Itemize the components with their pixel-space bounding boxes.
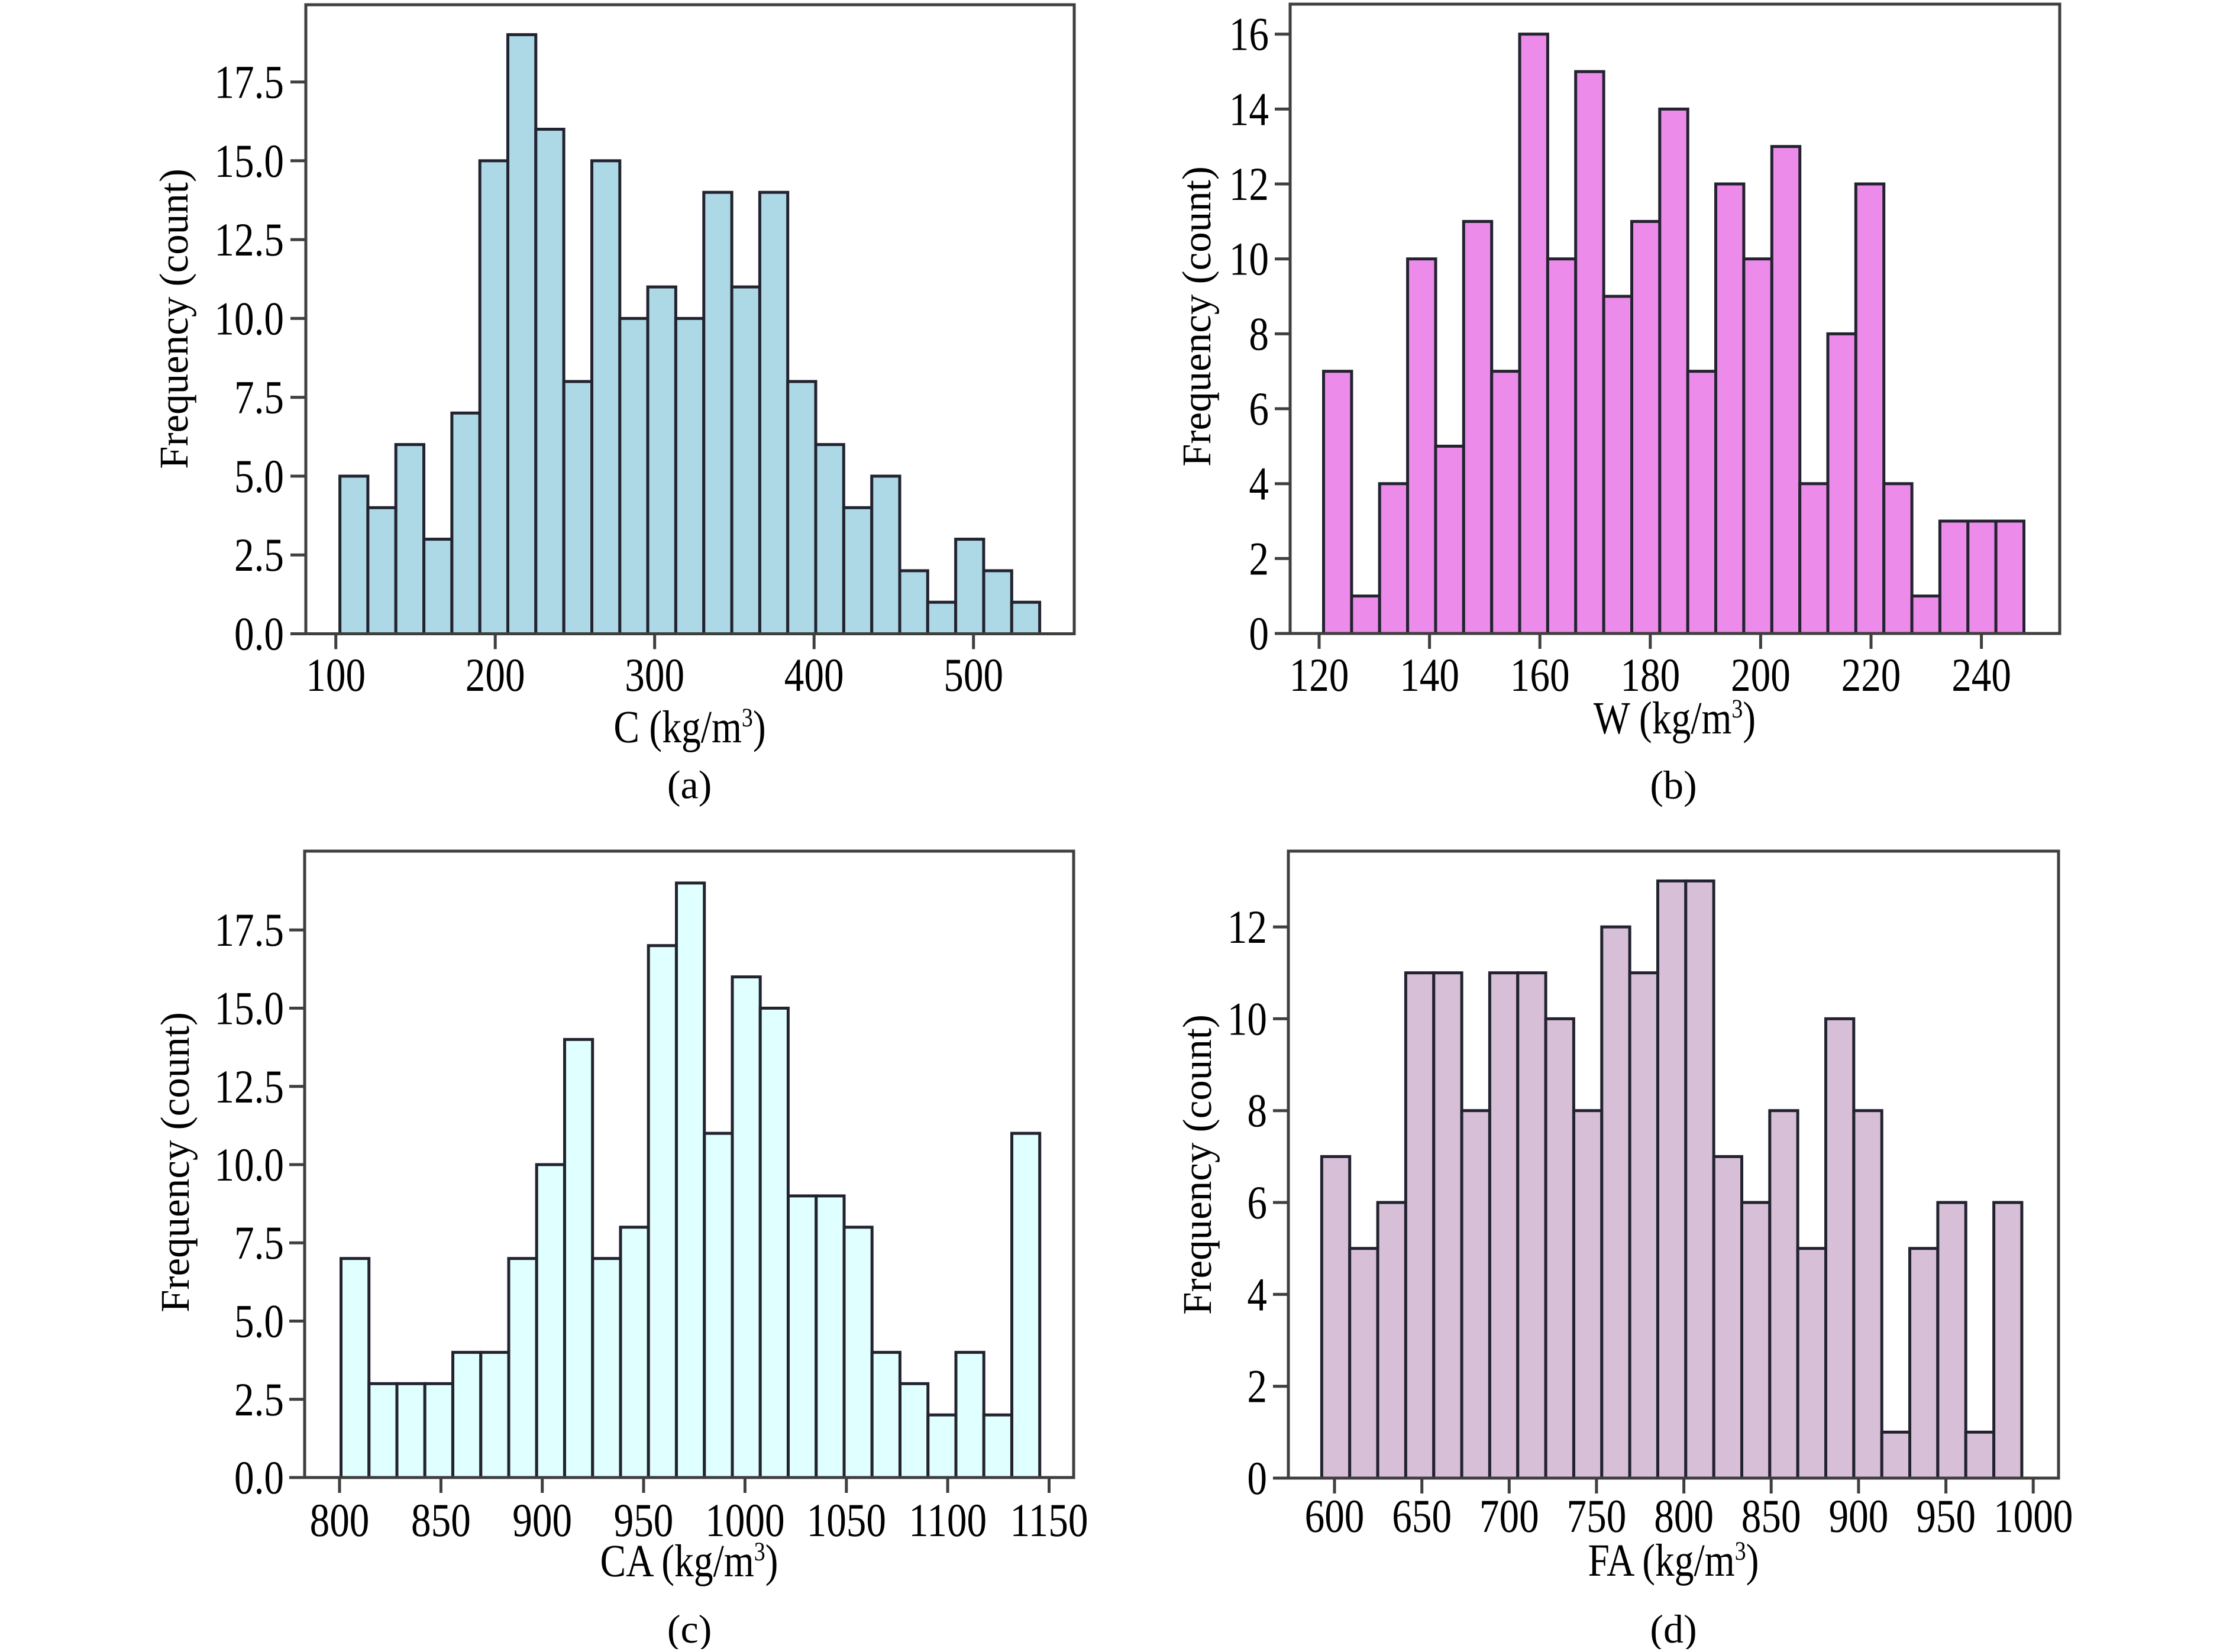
- svg-text:5.0: 5.0: [234, 451, 284, 503]
- svg-text:(b): (b): [1650, 762, 1697, 807]
- svg-text:6: 6: [1249, 383, 1269, 435]
- svg-text:0.0: 0.0: [234, 609, 284, 661]
- svg-text:1050: 1050: [807, 1495, 886, 1547]
- svg-text:220: 220: [1841, 649, 1901, 701]
- svg-text:700: 700: [1479, 1491, 1539, 1543]
- svg-text:140: 140: [1400, 649, 1459, 701]
- svg-text:900: 900: [1829, 1491, 1889, 1543]
- svg-text:17.5: 17.5: [214, 904, 284, 956]
- svg-text:2.5: 2.5: [234, 529, 284, 581]
- svg-text:400: 400: [784, 649, 844, 701]
- svg-text:4: 4: [1249, 458, 1269, 510]
- svg-text:900: 900: [512, 1495, 572, 1547]
- svg-text:1000: 1000: [1993, 1491, 2073, 1543]
- svg-text:100: 100: [306, 649, 366, 701]
- svg-text:Frequency (count): Frequency (count): [153, 1012, 198, 1312]
- svg-text:800: 800: [1654, 1491, 1714, 1543]
- svg-text:850: 850: [1741, 1491, 1801, 1543]
- svg-text:1150: 1150: [1010, 1495, 1088, 1547]
- svg-text:10.0: 10.0: [214, 293, 284, 345]
- svg-text:16: 16: [1229, 9, 1269, 61]
- svg-text:14: 14: [1229, 83, 1269, 135]
- svg-text:8: 8: [1247, 1085, 1267, 1137]
- svg-text:Frequency (count): Frequency (count): [151, 169, 196, 469]
- svg-text:W (kg/m3): W (kg/m3): [1594, 692, 1756, 743]
- svg-text:12: 12: [1229, 159, 1269, 211]
- svg-text:4: 4: [1247, 1269, 1267, 1321]
- svg-text:950: 950: [614, 1495, 674, 1547]
- svg-text:12: 12: [1227, 901, 1267, 953]
- svg-text:12.5: 12.5: [214, 214, 284, 266]
- svg-text:2.5: 2.5: [234, 1374, 284, 1426]
- svg-text:12.5: 12.5: [214, 1061, 284, 1113]
- svg-text:1100: 1100: [909, 1495, 987, 1547]
- svg-text:120: 120: [1290, 649, 1349, 701]
- svg-text:950: 950: [1916, 1491, 1976, 1543]
- svg-text:650: 650: [1392, 1491, 1452, 1543]
- svg-text:(a): (a): [667, 762, 712, 807]
- svg-text:2: 2: [1247, 1361, 1267, 1413]
- svg-text:10: 10: [1227, 993, 1267, 1045]
- svg-text:(c): (c): [667, 1606, 712, 1649]
- svg-text:600: 600: [1305, 1491, 1365, 1543]
- svg-text:C (kg/m3): C (kg/m3): [613, 701, 765, 752]
- svg-text:0.0: 0.0: [234, 1452, 284, 1504]
- svg-text:200: 200: [1731, 649, 1791, 701]
- svg-text:Frequency (count): Frequency (count): [1174, 166, 1219, 467]
- svg-text:6: 6: [1247, 1177, 1267, 1229]
- svg-text:160: 160: [1510, 649, 1570, 701]
- svg-text:500: 500: [943, 649, 1003, 701]
- svg-text:8: 8: [1249, 308, 1269, 360]
- svg-text:10: 10: [1229, 234, 1269, 286]
- svg-text:FA (kg/m3): FA (kg/m3): [1588, 1534, 1759, 1586]
- svg-text:750: 750: [1567, 1491, 1627, 1543]
- svg-text:850: 850: [411, 1495, 471, 1547]
- svg-text:CA (kg/m3): CA (kg/m3): [600, 1535, 778, 1586]
- svg-text:0: 0: [1247, 1453, 1267, 1505]
- svg-text:10.0: 10.0: [214, 1139, 284, 1191]
- svg-text:15.0: 15.0: [214, 135, 284, 187]
- svg-text:1000: 1000: [705, 1495, 784, 1547]
- svg-text:5.0: 5.0: [234, 1296, 284, 1348]
- svg-text:240: 240: [1951, 649, 2011, 701]
- svg-text:180: 180: [1620, 649, 1680, 701]
- svg-text:17.5: 17.5: [214, 57, 284, 109]
- svg-text:7.5: 7.5: [234, 1217, 284, 1269]
- svg-text:2: 2: [1249, 533, 1269, 585]
- svg-text:(d): (d): [1650, 1606, 1697, 1649]
- svg-text:300: 300: [625, 649, 684, 701]
- svg-text:Frequency (count): Frequency (count): [1175, 1014, 1220, 1315]
- svg-text:7.5: 7.5: [234, 372, 284, 424]
- svg-text:15.0: 15.0: [214, 983, 284, 1035]
- svg-text:0: 0: [1249, 608, 1269, 660]
- svg-text:200: 200: [466, 649, 525, 701]
- svg-text:800: 800: [310, 1495, 370, 1547]
